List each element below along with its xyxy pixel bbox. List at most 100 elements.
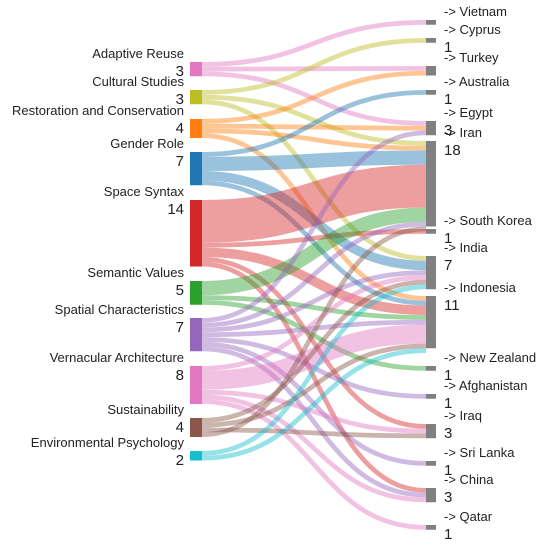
source-node-sustainability [190,418,202,437]
link-space-syntax-to-indonesia [201,247,427,315]
source-node-environmental-psychology [190,451,202,461]
link-adaptive-reuse-to-turkey [201,66,427,72]
link-restoration-to-iran [201,128,427,151]
link-cultural-studies-to-cyprus [201,38,427,95]
link-spatial-characteristics-to-india [201,270,427,333]
link-sustainability-to-iran [201,226,427,437]
link-semantic-values-to-iran [201,207,427,296]
source-node-spatial-characteristics [190,318,202,352]
link-space-syntax-to-iraq [201,257,427,429]
source-label-spatial-characteristics: Spatial Characteristics [55,302,185,317]
target-node-vietnam [426,20,436,25]
target-label-indonesia: -> Indonesia [444,280,517,295]
source-value-restoration: 4 [176,120,184,137]
link-restoration-to-turkey [201,70,427,124]
link-sustainability-to-indonesia [201,343,427,428]
target-label-vietnam: -> Vietnam [444,4,507,19]
target-node-qatar [426,525,436,530]
source-label-environmental-psychology: Environmental Psychology [31,435,185,450]
nodes-layer [190,20,436,530]
link-vernacular-to-iraq [201,389,427,434]
link-cultural-studies-to-iran [201,94,427,146]
target-value-egypt: 3 [444,122,452,139]
target-node-new-zealand [426,366,436,371]
link-gender-role-to-australia [201,90,427,157]
target-node-afghanistan [426,394,436,399]
link-sustainability-to-india [201,279,427,423]
source-node-restoration [190,119,202,138]
target-label-iran: -> Iran [444,125,482,140]
link-environmental-psychology-to-india [201,284,427,456]
target-node-cyprus [426,38,436,43]
source-value-semantic-values: 5 [176,282,184,299]
source-node-space-syntax [190,200,202,267]
target-label-india: -> India [444,240,488,255]
link-sustainability-to-iraq [201,427,427,439]
target-value-iran: 18 [444,142,461,159]
source-value-spatial-characteristics: 7 [176,319,184,336]
target-value-india: 7 [444,257,452,274]
target-value-australia: 1 [444,91,452,108]
link-spatial-characteristics-to-egypt [201,130,427,323]
source-label-gender-role: Gender Role [110,136,184,151]
target-value-iraq: 3 [444,425,452,442]
source-label-semantic-values: Semantic Values [87,265,184,280]
source-value-sustainability: 4 [176,419,184,436]
link-space-syntax-to-china [201,261,427,493]
link-restoration-to-indonesia [201,133,427,301]
target-node-sri-lanka [426,461,436,466]
link-adaptive-reuse-to-vietnam [201,20,427,67]
link-spatial-characteristics-to-afghanistan [201,337,427,399]
source-node-semantic-values [190,281,202,305]
source-label-space-syntax: Space Syntax [104,184,185,199]
target-label-south-korea: -> South Korea [444,213,533,228]
target-value-sri-lanka: 1 [444,462,452,479]
link-spatial-characteristics-to-indonesia [201,319,427,337]
link-vernacular-to-indonesia [201,324,427,390]
target-label-qatar: -> Qatar [444,509,493,524]
link-gender-role-to-iran [201,150,427,171]
source-label-sustainability: Sustainability [107,402,184,417]
target-node-south-korea [426,229,436,234]
target-label-egypt: -> Egypt [444,105,493,120]
target-value-afghanistan: 1 [444,395,452,412]
source-value-cultural-studies: 3 [176,91,184,108]
source-label-restoration: Restoration and Conservation [12,103,184,118]
target-label-new-zealand: -> New Zealand [444,350,536,365]
link-spatial-characteristics-to-china [201,346,427,498]
source-node-vernacular [190,366,202,404]
target-node-turkey [426,66,436,76]
target-node-australia [426,90,436,95]
target-node-egypt [426,121,436,136]
target-node-india [426,256,436,290]
target-value-indonesia: 11 [444,297,460,314]
target-value-south-korea: 1 [444,230,452,247]
link-spatial-characteristics-to-iran [201,221,427,328]
link-adaptive-reuse-to-egypt [201,71,427,126]
target-label-afghanistan: -> Afghanistan [444,378,527,393]
source-value-adaptive-reuse: 3 [176,63,184,80]
source-value-space-syntax: 14 [167,201,184,218]
target-label-australia: -> Australia [444,74,510,89]
source-node-cultural-studies [190,90,202,105]
target-node-indonesia [426,296,436,349]
source-value-environmental-psychology: 2 [176,452,184,469]
target-label-china: -> China [444,472,494,487]
source-node-adaptive-reuse [190,62,202,77]
link-cultural-studies-to-india [201,99,427,261]
source-value-gender-role: 7 [176,153,184,170]
link-environmental-psychology-to-indonesia [201,348,427,461]
target-value-china: 3 [444,489,452,506]
source-label-adaptive-reuse: Adaptive Reuse [92,46,184,61]
target-label-cyprus: -> Cyprus [444,22,501,37]
links-layer [201,20,427,530]
source-value-vernacular: 8 [176,367,184,384]
link-semantic-values-to-indonesia [201,295,427,320]
link-gender-role-to-india [201,171,427,271]
link-restoration-to-egypt [201,123,427,131]
target-label-iraq: -> Iraq [444,408,482,423]
link-space-syntax-to-south-korea [201,229,427,248]
target-value-qatar: 1 [444,526,452,543]
target-node-iraq [426,424,436,439]
